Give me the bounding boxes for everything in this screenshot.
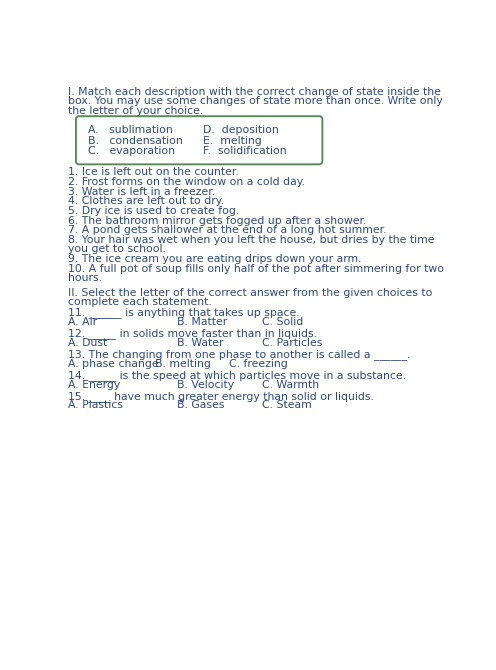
Text: A. Air: A. Air <box>68 317 97 327</box>
Text: 2. Frost forms on the window on a cold day.: 2. Frost forms on the window on a cold d… <box>68 177 305 187</box>
Text: F.  solidification: F. solidification <box>203 146 287 156</box>
Text: B. Velocity: B. Velocity <box>177 379 234 389</box>
Text: C. Warmth: C. Warmth <box>262 379 319 389</box>
Text: 7. A pond gets shallower at the end of a long hot summer.: 7. A pond gets shallower at the end of a… <box>68 225 387 235</box>
Text: 3. Water is left in a freezer.: 3. Water is left in a freezer. <box>68 187 215 197</box>
Text: C. freezing: C. freezing <box>229 358 287 369</box>
Text: A. Energy: A. Energy <box>68 379 121 389</box>
Text: 10. A full pot of soup fills only half of the pot after simmering for two: 10. A full pot of soup fills only half o… <box>68 264 444 273</box>
Text: hours.: hours. <box>68 273 102 283</box>
Text: 14. _____ is the speed at which particles move in a substance.: 14. _____ is the speed at which particle… <box>68 370 406 381</box>
Text: A. phase change: A. phase change <box>68 358 159 369</box>
Text: 8. Your hair was wet when you left the house, but dries by the time: 8. Your hair was wet when you left the h… <box>68 234 434 245</box>
Text: II. Select the letter of the correct answer from the given choices to: II. Select the letter of the correct ans… <box>68 287 433 297</box>
Text: 13. The changing from one phase to another is called a ______.: 13. The changing from one phase to anoth… <box>68 349 411 360</box>
Text: C. Particles: C. Particles <box>262 338 322 348</box>
FancyBboxPatch shape <box>76 116 322 164</box>
Text: 12. _____ in solids move faster than in liquids.: 12. _____ in solids move faster than in … <box>68 328 317 339</box>
Text: 9. The ice cream you are eating drips down your arm.: 9. The ice cream you are eating drips do… <box>68 254 362 264</box>
Text: I. Match each description with the correct change of state inside the: I. Match each description with the corre… <box>68 86 441 96</box>
Text: C. Steam: C. Steam <box>262 401 311 410</box>
Text: C.   evaporation: C. evaporation <box>88 146 176 156</box>
Text: B. melting: B. melting <box>155 358 211 369</box>
Text: complete each statement.: complete each statement. <box>68 297 212 307</box>
Text: E.  melting: E. melting <box>203 136 262 146</box>
Text: 5. Dry ice is used to create fog.: 5. Dry ice is used to create fog. <box>68 206 240 216</box>
Text: A. Plastics: A. Plastics <box>68 401 123 410</box>
Text: A. Dust: A. Dust <box>68 338 108 348</box>
Text: 11. ______ is anything that takes up space.: 11. ______ is anything that takes up spa… <box>68 308 300 318</box>
Text: 15. ____ have much greater energy than solid or liquids.: 15. ____ have much greater energy than s… <box>68 391 374 401</box>
Text: 4. Clothes are left out to dry.: 4. Clothes are left out to dry. <box>68 196 224 206</box>
Text: 6. The bathroom mirror gets fogged up after a shower.: 6. The bathroom mirror gets fogged up af… <box>68 216 367 226</box>
Text: 1. Ice is left out on the counter.: 1. Ice is left out on the counter. <box>68 168 239 178</box>
Text: B. Water: B. Water <box>177 338 223 348</box>
Text: B.   condensation: B. condensation <box>88 136 183 146</box>
Text: C. Solid: C. Solid <box>262 317 303 327</box>
Text: B. Matter: B. Matter <box>177 317 227 327</box>
Text: you get to school.: you get to school. <box>68 245 166 255</box>
Text: the letter of your choice.: the letter of your choice. <box>68 106 203 116</box>
Text: D.  deposition: D. deposition <box>203 125 279 135</box>
Text: box. You may use some changes of state more than once. Write only: box. You may use some changes of state m… <box>68 96 443 106</box>
Text: B. Gases: B. Gases <box>177 401 224 410</box>
Text: A.   sublimation: A. sublimation <box>88 125 173 135</box>
